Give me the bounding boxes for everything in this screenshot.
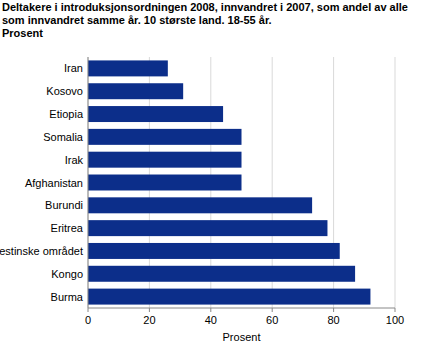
bar: [88, 175, 242, 191]
category-label: Somalia: [43, 131, 84, 143]
x-axis: [88, 308, 395, 309]
category-label: Kosovo: [46, 85, 83, 97]
bar: [88, 197, 312, 213]
category-label: Burundi: [45, 199, 83, 211]
tick: [210, 308, 211, 312]
category-line: Burundi: [45, 199, 83, 211]
title-line: som innvandret samme år. 10 største land…: [2, 14, 272, 26]
subtitle: Prosent: [2, 27, 43, 39]
category-line: Kongo: [51, 268, 83, 280]
bar: [88, 289, 370, 305]
tick: [88, 308, 89, 312]
category-line: Afghanistan: [25, 177, 83, 189]
category-line: Iran: [64, 62, 83, 74]
tick-label: 0: [85, 314, 91, 326]
category-line: Somalia: [43, 131, 84, 143]
bar: [88, 129, 242, 145]
category-label: Eritrea: [51, 222, 84, 234]
tick-label: 40: [205, 314, 217, 326]
category-label: Irak: [65, 154, 84, 166]
bar: [88, 83, 183, 99]
tick-label: 80: [327, 314, 339, 326]
tick: [272, 308, 273, 312]
grid-line: [88, 57, 89, 308]
x-axis-label: Prosent: [223, 331, 261, 343]
bar: [88, 106, 223, 122]
bar: [88, 152, 242, 168]
title: Deltakere i introduksjonsordningen 2008,…: [2, 1, 408, 26]
category-label: Etiopia: [49, 108, 84, 120]
category-line: Burma: [51, 291, 84, 303]
category-label: Burma: [51, 291, 84, 303]
category-label: Afghanistan: [25, 177, 83, 189]
chart: Deltakere i introduksjonsordningen 2008,…: [0, 0, 426, 353]
bar: [88, 60, 168, 76]
tick: [149, 308, 150, 312]
category-label: Iran: [64, 62, 83, 74]
tick: [395, 308, 396, 312]
category-line: Det palestinske området: [0, 245, 83, 257]
grid-line: [395, 57, 396, 308]
category-line: Irak: [65, 154, 84, 166]
category-label: Kongo: [51, 268, 83, 280]
tick-label: 60: [266, 314, 278, 326]
category-line: Eritrea: [51, 222, 84, 234]
title-line: Deltakere i introduksjonsordningen 2008,…: [2, 1, 408, 13]
bars: [88, 60, 370, 304]
tick-label: 20: [143, 314, 155, 326]
bar: [88, 220, 327, 236]
bar: [88, 243, 340, 259]
y-axis: [88, 57, 89, 308]
category-line: Kosovo: [46, 85, 83, 97]
category-label: Det palestinske området: [0, 245, 83, 257]
tick-label: 100: [386, 314, 404, 326]
bar: [88, 266, 355, 282]
tick: [333, 308, 334, 312]
category-line: Etiopia: [49, 108, 84, 120]
